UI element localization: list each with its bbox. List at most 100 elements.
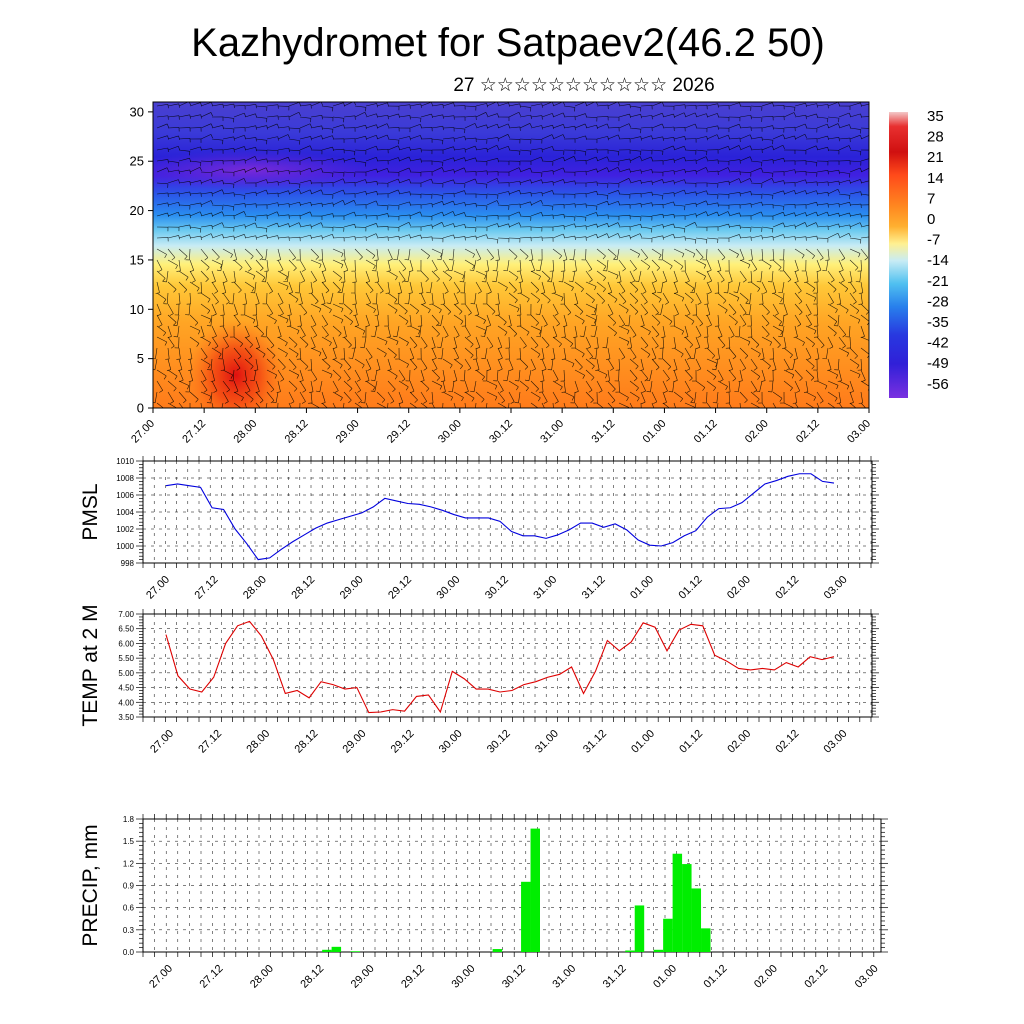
wind-barb	[310, 380, 314, 392]
x-tick-label: 31.00	[550, 963, 578, 991]
wind-barb	[717, 347, 720, 359]
wind-barb	[783, 204, 795, 206]
wind-barb	[321, 213, 333, 217]
wind-barb-flag	[755, 344, 760, 348]
wind-barb	[640, 259, 651, 267]
wind-barb	[552, 369, 559, 380]
wind-barb	[849, 113, 861, 118]
wind-barb	[332, 116, 344, 119]
wind-barb	[508, 222, 520, 228]
wind-barb	[728, 391, 731, 403]
wind-barb	[387, 336, 399, 342]
wind-barb-flag	[270, 400, 275, 404]
wind-barb-flag	[423, 345, 428, 349]
wind-barb-flag	[470, 355, 474, 359]
wind-barb	[497, 391, 505, 401]
wind-barb-flag	[535, 322, 539, 326]
wind-barb	[618, 138, 631, 140]
wind-barb	[288, 314, 292, 326]
wind-barb	[738, 380, 741, 392]
wind-barb	[860, 391, 863, 403]
wind-barb-flag	[827, 203, 829, 208]
wind-barb-flag	[464, 236, 466, 241]
wind-barb	[827, 137, 839, 140]
wind-barb-flag	[460, 321, 464, 325]
wind-barb	[299, 292, 303, 304]
wind-barb	[618, 178, 630, 184]
wind-barb	[431, 125, 443, 129]
wind-barb-flag	[747, 341, 751, 346]
y-tick-label: 6.50	[118, 625, 134, 634]
wind-barb	[816, 325, 819, 337]
wind-barb	[200, 148, 212, 151]
wind-barb	[497, 102, 509, 107]
wind-barb	[739, 259, 751, 265]
wind-barb	[221, 402, 224, 408]
wind-barb	[376, 391, 386, 400]
wind-barb	[441, 347, 444, 359]
wind-barb	[574, 236, 586, 239]
wind-barb	[541, 190, 553, 195]
x-tick-label: 31.12	[580, 574, 608, 602]
wind-barb-flag	[276, 222, 279, 227]
wind-barb-flag	[830, 302, 834, 305]
wind-barb	[266, 202, 278, 206]
wind-barb	[387, 235, 399, 239]
wind-barb	[585, 358, 595, 367]
wind-barb-flag	[804, 123, 807, 128]
wind-barb	[396, 325, 400, 337]
wind-barb	[552, 303, 559, 314]
wind-barb-flag	[486, 325, 491, 327]
wind-barb	[728, 248, 739, 255]
wind-barb	[387, 178, 399, 184]
wind-barb	[486, 358, 492, 370]
wind-barb	[189, 166, 201, 173]
wind-barb-flag	[270, 389, 275, 393]
wind-barb	[453, 402, 456, 408]
wind-barb	[332, 226, 344, 229]
wind-barb	[431, 114, 443, 118]
wind-barb	[200, 402, 202, 408]
precip-bar	[634, 905, 645, 952]
wind-barb	[497, 358, 503, 370]
wind-barb-flag	[503, 379, 508, 382]
wind-barb	[728, 137, 740, 140]
wind-barb-flag	[244, 159, 246, 164]
wind-barb	[189, 192, 201, 195]
wind-barb	[541, 134, 553, 140]
wind-barb-flag	[804, 134, 807, 139]
wind-barb-flag	[603, 277, 606, 282]
x-tick-label: 02.12	[773, 728, 801, 756]
wind-barb	[255, 292, 260, 304]
wind-barb-flag	[727, 211, 730, 216]
wind-barb	[651, 325, 660, 335]
wind-barb	[453, 391, 464, 398]
wind-barb	[805, 325, 817, 331]
wind-barb-flag	[354, 224, 356, 229]
wind-barb	[167, 391, 174, 402]
wind-barb-flag	[483, 320, 486, 324]
wind-barb-flag	[647, 266, 651, 270]
wind-barb-flag	[404, 303, 409, 305]
wind-barb	[442, 281, 449, 292]
wind-barb	[387, 281, 390, 293]
wind-barb	[552, 204, 565, 206]
wind-barb-flag	[562, 156, 565, 161]
wind-barb-flag	[587, 346, 591, 349]
wind-barb-flag	[541, 212, 543, 217]
wind-barb-flag	[634, 289, 639, 293]
wind-barb-flag	[298, 189, 301, 194]
wind-barb	[332, 148, 344, 151]
wind-barb	[321, 369, 333, 375]
wind-barb	[572, 270, 576, 282]
wind-barb-flag	[230, 254, 233, 258]
wind-barb	[574, 281, 584, 290]
wind-barb	[255, 259, 264, 269]
wind-barb	[156, 192, 168, 195]
wind-barb-flag	[318, 308, 322, 313]
wind-barb	[783, 402, 794, 408]
wind-barb-flag	[797, 324, 802, 327]
wind-barb-flag	[561, 336, 566, 338]
wind-barb-flag	[621, 324, 625, 327]
wind-barb-flag	[782, 134, 785, 139]
